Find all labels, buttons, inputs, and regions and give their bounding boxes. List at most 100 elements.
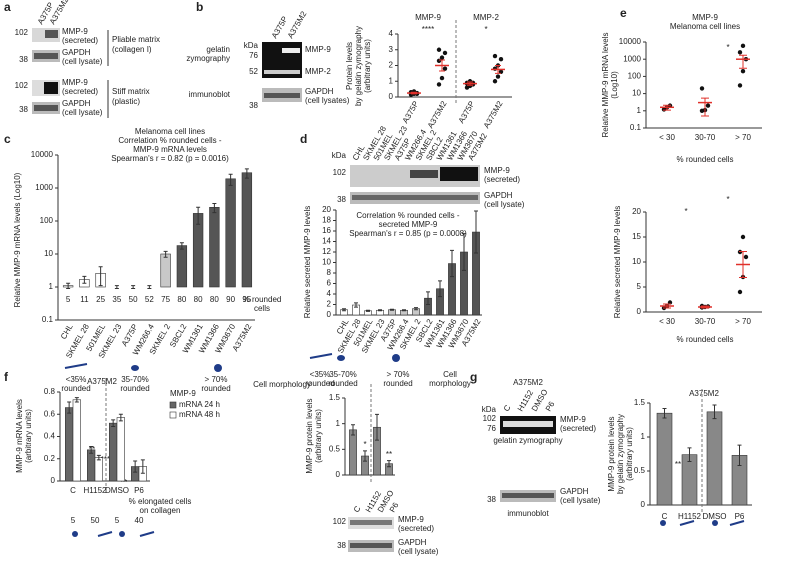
label: % elongated cells [129, 497, 192, 506]
bar [116, 417, 125, 482]
label: 1 [637, 106, 642, 115]
label: 102 [15, 28, 29, 37]
label: a [4, 0, 11, 14]
label: 2 [327, 300, 332, 309]
label: (arbitrary units) [625, 427, 634, 481]
label: C [70, 486, 76, 495]
label: (secreted) [398, 524, 434, 533]
label: MMP-2 [473, 13, 499, 22]
label: 1.5 [329, 393, 341, 402]
error-bar [228, 173, 233, 186]
label: rounded [305, 379, 334, 388]
label: c [4, 132, 11, 146]
label: Correlation % rounded cells - [356, 211, 459, 220]
label: **** [101, 455, 113, 464]
label: 80 [177, 295, 186, 304]
error-bar [74, 397, 79, 403]
error-bar [244, 168, 249, 179]
label: DMSO [703, 512, 727, 521]
label: 0.5 [329, 444, 341, 453]
label: MMP-9 [62, 27, 88, 36]
label: rounded [61, 384, 90, 393]
label: 38 [249, 101, 258, 110]
label: (arbitrary units) [363, 39, 372, 93]
label: GAPDH [398, 538, 427, 547]
label: (secreted) [62, 87, 98, 96]
bar [656, 412, 673, 506]
error-bar [495, 65, 501, 74]
label: GAPDH [305, 87, 334, 96]
label: rounded [383, 379, 412, 388]
label: < 30 [659, 133, 675, 142]
label: CHL [59, 322, 75, 341]
label: 0.2 [44, 454, 56, 463]
error-bar [118, 413, 123, 422]
data-point [439, 55, 445, 60]
label: (cell lysate) [560, 496, 601, 505]
error-bar [687, 447, 692, 462]
label: 25 [96, 295, 105, 304]
label: *** [133, 477, 142, 486]
label: % rounded cells [677, 155, 734, 164]
data-point [492, 53, 498, 59]
label: ** [121, 478, 127, 487]
error-bar [378, 309, 382, 312]
label: MMP-2 [305, 67, 331, 76]
label: 80 [194, 295, 203, 304]
label: Melanoma cell lines [670, 22, 740, 31]
label: 16 [322, 226, 331, 235]
label: A375M2 [286, 9, 309, 40]
error-bar [375, 413, 379, 441]
label: Stiff matrix [112, 87, 150, 96]
label: 10 [322, 258, 331, 267]
label: 38 [19, 105, 28, 114]
label: gelatin [206, 45, 230, 54]
data-point [495, 74, 501, 79]
error-bar [712, 404, 717, 420]
label: 5 [71, 516, 76, 525]
label: 0 [637, 307, 642, 316]
label: 38 [19, 55, 28, 64]
label: 38 [337, 195, 346, 204]
label: H1152 [678, 512, 702, 521]
error-bar [98, 266, 103, 287]
data-point [470, 80, 476, 86]
label: 52 [145, 295, 154, 304]
label: Correlation % rounded cells - [118, 136, 221, 145]
label: 35 [112, 295, 121, 304]
error-bar [351, 424, 355, 436]
label: A375M2 [482, 99, 505, 130]
label: MMP-9 [560, 415, 586, 424]
error-bar [179, 242, 184, 250]
bar [65, 407, 74, 482]
label: 5 [115, 516, 120, 525]
data-point [740, 43, 746, 49]
label: 102 [15, 81, 29, 90]
blot-images [32, 28, 556, 552]
error-bar [163, 250, 168, 258]
label: mRNA 48 h [179, 410, 220, 419]
label: (arbitrary units) [314, 409, 323, 463]
label: 0 [51, 476, 56, 485]
label: 38 [337, 541, 346, 550]
label: 6 [327, 279, 332, 288]
error-bar [147, 285, 152, 290]
label: 75 [161, 295, 170, 304]
label: 76 [249, 51, 258, 60]
label: 10 [632, 257, 641, 266]
label: 0 [641, 500, 646, 509]
error-bar [663, 303, 671, 309]
error-bar [96, 454, 101, 461]
error-bar [67, 401, 72, 414]
label: H1152 [84, 486, 108, 495]
label: * [684, 207, 687, 216]
label: immunoblot [189, 90, 231, 99]
label: Melanoma cell lines [135, 127, 205, 136]
bar [87, 449, 96, 482]
label: rounded [120, 384, 149, 393]
label: C [502, 403, 513, 413]
error-bar [366, 309, 370, 312]
label: 102 [333, 168, 347, 177]
label: DMSO [105, 486, 129, 495]
